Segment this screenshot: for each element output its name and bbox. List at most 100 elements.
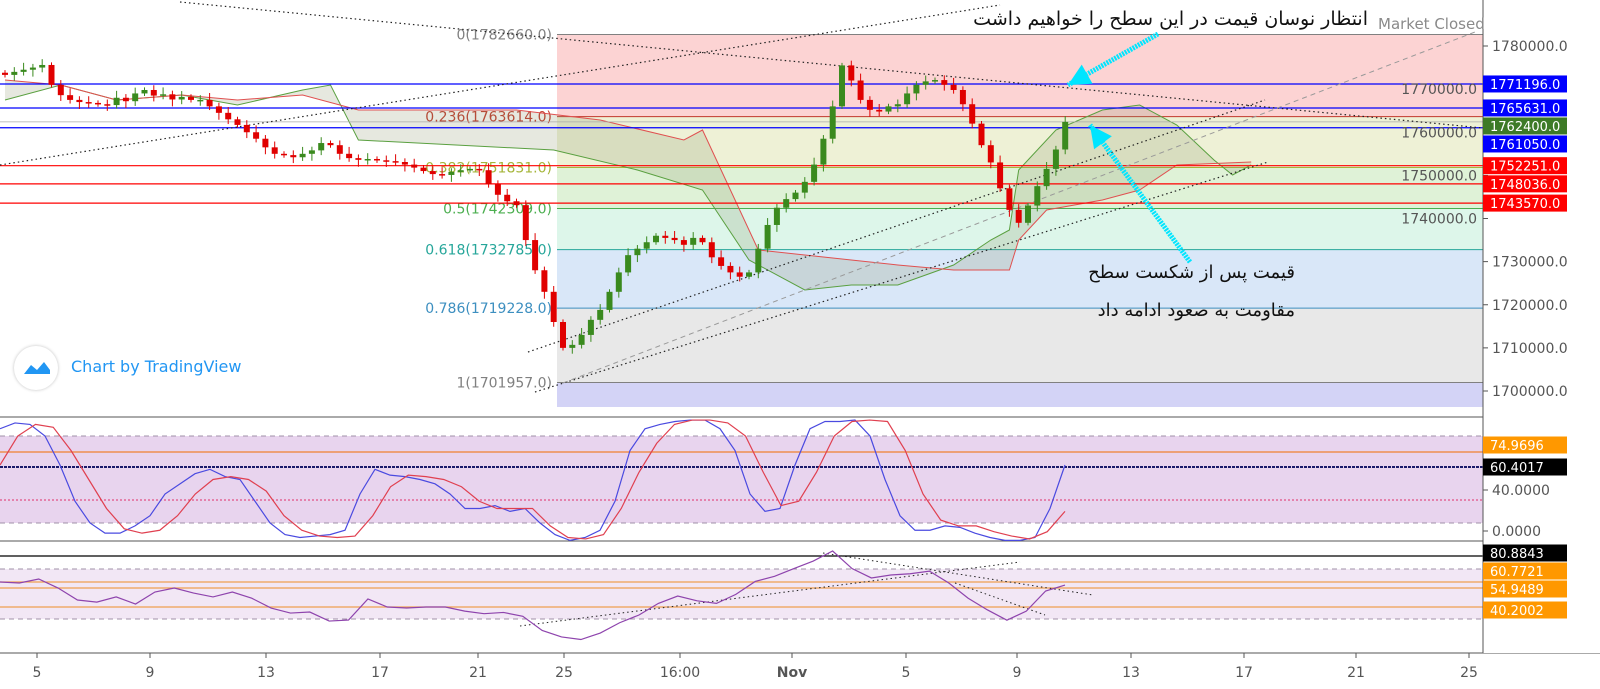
time-tick-label: 5 (33, 665, 42, 681)
price-level-tag: 1748036.0 (1483, 175, 1567, 193)
candle (299, 146, 306, 161)
candle-body (494, 184, 501, 195)
candle (811, 157, 818, 186)
tradingview-logo-icon[interactable] (14, 346, 58, 390)
rsi-band (0, 569, 1483, 619)
candle (346, 146, 353, 162)
time-tick-label: 16:00 (660, 665, 700, 681)
fib-level-label: 0.5(1742309.0) (443, 202, 552, 218)
candle-body (997, 162, 1004, 189)
candle-body (327, 143, 334, 146)
candle-body (643, 242, 650, 249)
candle (39, 59, 46, 73)
candle (690, 232, 697, 250)
fib-level-label: 0(1782660.0) (456, 28, 552, 44)
candle-body (2, 72, 8, 75)
candle-body (680, 240, 687, 245)
time-tick-label: 25 (555, 665, 573, 681)
candle-body (29, 67, 36, 70)
candle (913, 81, 920, 101)
candle (113, 90, 120, 109)
candle (85, 96, 92, 108)
candle-body (801, 181, 808, 193)
stochastic-tick-label: 0.0000 (1492, 524, 1541, 540)
candle-body (755, 248, 762, 273)
candle (104, 99, 111, 111)
price-tag-label: 1771196.0 (1490, 78, 1560, 93)
fib-zone (557, 34, 1483, 117)
price-tag-label: 1752251.0 (1490, 160, 1560, 175)
time-tick-label: 9 (146, 665, 155, 681)
candle (308, 146, 315, 161)
candle-body (401, 162, 408, 165)
price-tag-label: 80.8843 (1490, 547, 1544, 562)
candle (467, 166, 473, 173)
candle (587, 316, 594, 342)
candle-body (150, 89, 157, 96)
candle (773, 204, 780, 232)
price-level-tag: 1752251.0 (1483, 157, 1567, 175)
candle (1052, 145, 1059, 176)
candle-body (160, 94, 167, 96)
candle-body (560, 322, 566, 348)
candle-body (578, 334, 585, 345)
candle-body (783, 199, 790, 208)
rsi-tag: 54.9489 (1483, 580, 1567, 598)
time-tick-label: 17 (371, 665, 389, 681)
candle-body (708, 242, 715, 258)
candle-body (699, 237, 706, 243)
rsi-line (0, 550, 1066, 641)
price-tag-label: 1743570.0 (1490, 197, 1560, 212)
candle-body (299, 153, 306, 158)
rsi-tag: 60.7721 (1483, 562, 1567, 580)
candle-body (894, 104, 901, 107)
candle (894, 99, 901, 113)
candle-body (1062, 121, 1069, 150)
time-tick-label: 13 (257, 665, 275, 681)
price-tick-label: 1700000.0 (1492, 384, 1568, 400)
candle (336, 140, 343, 160)
time-tick-label: 21 (1347, 665, 1365, 681)
price-tag-label: 74.9696 (1490, 439, 1544, 454)
candle-body (1034, 186, 1041, 206)
candle-body (57, 84, 64, 96)
time-tick-label: Nov (777, 665, 807, 681)
candle-body (829, 106, 836, 139)
candle-body (429, 171, 436, 175)
price-tag-bg (1483, 580, 1567, 598)
rsi-trendline (822, 552, 1094, 596)
candle-body (792, 192, 799, 200)
price-tick-label: 1760000.0 (1401, 125, 1477, 141)
candle (392, 154, 399, 166)
market-status: Market Closed (1378, 15, 1485, 33)
candle (885, 103, 892, 115)
price-tick-label: 1730000.0 (1492, 255, 1568, 271)
candle (355, 154, 362, 167)
candle (718, 250, 725, 270)
candle (234, 116, 241, 128)
price-tag-label: 60.7721 (1490, 565, 1544, 580)
candle-body (671, 237, 678, 241)
arrow-head-icon (1090, 125, 1112, 150)
candle-body (848, 65, 855, 81)
candle-body (866, 99, 873, 110)
candle (746, 269, 752, 280)
candle-body (253, 132, 260, 139)
candle-body (615, 272, 622, 292)
candle-body (1052, 149, 1059, 169)
candle (67, 88, 74, 104)
price-tag-bg (1483, 117, 1567, 135)
candle-body (587, 319, 594, 335)
tradingview-branding[interactable]: Chart by TradingView (71, 357, 242, 376)
price-tag-bg (1483, 175, 1567, 193)
candle (225, 107, 232, 125)
candle (513, 198, 520, 208)
candle (243, 120, 250, 139)
candle (1025, 202, 1031, 226)
candle (997, 155, 1004, 192)
stochastic-band (0, 436, 1483, 523)
candle-body (206, 99, 213, 107)
candle-body (374, 158, 380, 161)
candle (1006, 184, 1013, 217)
